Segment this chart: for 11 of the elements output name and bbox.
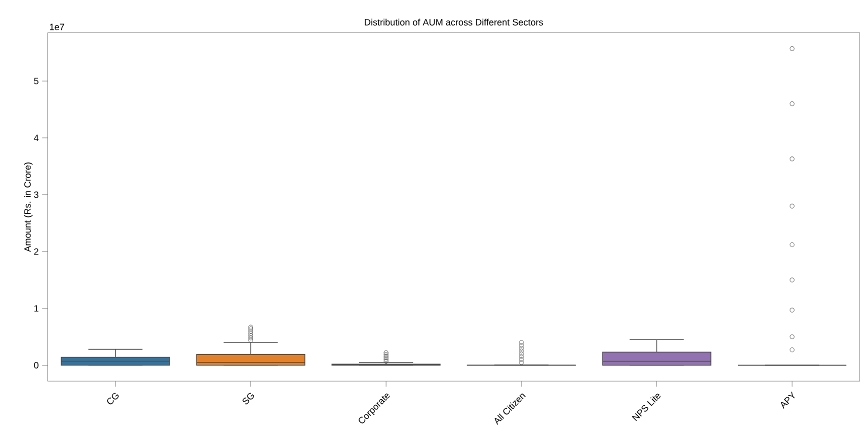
y-tick-label: 2 [34, 248, 38, 255]
y-axis-title: Amount (Rs. in Crore) [24, 162, 33, 252]
y-tick-label: 4 [34, 134, 39, 141]
y-tick-label: 5 [34, 78, 38, 84]
text: 1e7 [50, 24, 64, 30]
x-tick-label: SG [242, 392, 254, 404]
y-tick-label: 3 [34, 191, 38, 198]
x-tick-label: CG [107, 392, 119, 404]
y-tick-label: 1 [34, 305, 38, 312]
chart-title: Distribution of AUM across Different Sectors [364, 18, 543, 26]
y-tick-label: 0 [34, 362, 38, 368]
